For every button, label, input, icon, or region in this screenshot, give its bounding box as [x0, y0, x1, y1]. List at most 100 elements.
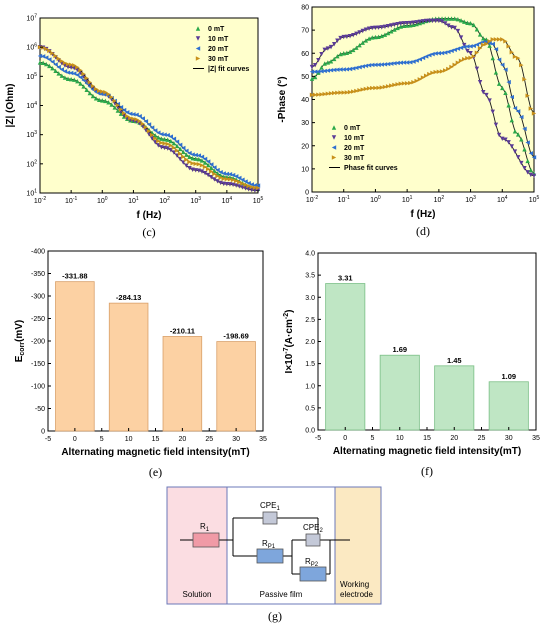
data-point-30mt: [227, 177, 233, 182]
data-point-30mt: [137, 118, 142, 124]
r1-resistor: [192, 532, 220, 548]
data-point-20mt: [202, 156, 208, 162]
bar-0mt: [55, 281, 95, 432]
data-point-30mt: [106, 91, 111, 97]
data-point-0mt: [401, 23, 407, 28]
data-point-20mt: [322, 68, 327, 74]
data-point-0mt: [351, 47, 356, 53]
y-tick-label: 0: [41, 429, 45, 436]
data-point-10mt: [354, 31, 359, 37]
data-point-0mt: [56, 71, 61, 76]
data-point-20mt: [199, 154, 205, 160]
data-point-20mt: [193, 152, 198, 158]
data-point-20mt: [59, 67, 64, 72]
x-tick-label: 100: [370, 195, 381, 204]
y-tick-label: 3.0: [305, 295, 315, 302]
data-point-10mt: [187, 165, 192, 171]
data-point-30mt: [146, 128, 152, 134]
y-axis-title-d: -Phase (°): [277, 76, 288, 122]
data-point-10mt: [190, 167, 195, 172]
data-point-10mt: [455, 28, 461, 34]
data-point-10mt: [443, 21, 448, 26]
data-point-20mt: [515, 109, 521, 114]
data-point-30mt: [379, 85, 384, 90]
data-point-10mt: [423, 18, 429, 24]
data-point-20mt: [430, 51, 435, 57]
data-point-30mt: [354, 88, 359, 94]
data-point-30mt: [401, 81, 407, 86]
data-point-30mt: [165, 141, 170, 147]
data-point-20mt: [433, 51, 438, 56]
data-point-30mt: [455, 60, 461, 65]
data-point-0mt: [452, 16, 457, 21]
cpe1-element: [262, 511, 278, 525]
bar-value-label: -284.13: [116, 293, 141, 302]
data-point-30mt: [436, 69, 442, 74]
data-point-10mt: [401, 21, 407, 26]
data-point-10mt: [325, 46, 331, 51]
data-point-0mt: [78, 81, 83, 86]
data-point-30mt: [528, 106, 534, 111]
data-point-20mt: [316, 69, 321, 74]
data-point-10mt: [408, 20, 413, 26]
data-point-30mt: [335, 90, 340, 95]
data-point-30mt: [446, 66, 451, 72]
data-point-10mt: [484, 92, 489, 98]
y-tick-label: 80: [301, 5, 309, 12]
data-point-20mt: [509, 94, 514, 100]
panel-label-e: (e): [149, 465, 162, 479]
data-point-10mt: [531, 173, 537, 179]
data-point-20mt: [417, 57, 423, 62]
data-point-20mt: [357, 64, 362, 70]
data-point-20mt: [506, 79, 511, 85]
x-tick-label: 105: [529, 195, 540, 204]
data-point-30mt: [56, 56, 61, 61]
x-tick-label: 15: [423, 435, 431, 442]
legend-marker: [195, 36, 201, 41]
data-point-0mt: [332, 56, 337, 62]
data-point-20mt: [237, 175, 242, 181]
data-point-0mt: [212, 168, 217, 173]
data-point-20mt: [414, 58, 419, 63]
data-point-0mt: [72, 77, 77, 82]
data-point-20mt: [411, 59, 416, 64]
y-tick-label: -50: [35, 406, 45, 413]
legend-marker: [195, 56, 201, 61]
data-point-0mt: [187, 154, 192, 160]
data-point-30mt: [309, 92, 315, 98]
data-point-30mt: [140, 121, 145, 127]
data-point-20mt: [392, 61, 397, 66]
data-point-20mt: [53, 62, 58, 67]
data-point-10mt: [184, 163, 189, 168]
data-point-30mt: [209, 169, 214, 174]
data-point-0mt: [503, 90, 508, 95]
data-point-0mt: [392, 27, 397, 32]
data-point-30mt: [430, 70, 435, 76]
data-point-30mt: [193, 161, 198, 167]
data-point-30mt: [515, 55, 521, 61]
data-point-30mt: [112, 98, 117, 104]
data-point-0mt: [205, 162, 211, 168]
data-point-30mt: [449, 64, 454, 70]
data-point-30mt: [452, 62, 457, 68]
data-point-30mt: [171, 145, 177, 150]
data-point-30mt: [246, 183, 251, 189]
data-point-30mt: [417, 77, 423, 82]
data-point-30mt: [96, 88, 102, 94]
data-point-0mt: [474, 27, 480, 32]
data-point-0mt: [40, 60, 46, 66]
legend-label: 0 mT: [344, 125, 361, 132]
data-point-0mt: [354, 45, 359, 50]
data-point-20mt: [446, 49, 451, 55]
x-tick-label: 103: [190, 196, 201, 205]
data-point-0mt: [455, 16, 461, 22]
cpe1-label: CPE1: [260, 501, 280, 512]
data-point-0mt: [181, 149, 186, 155]
working-electrode-region: [334, 486, 382, 605]
data-point-10mt: [509, 144, 514, 149]
data-point-30mt: [465, 56, 470, 61]
data-point-10mt: [462, 42, 467, 48]
data-point-30mt: [118, 107, 124, 112]
panel-g-equivalent-circuit: R1 CPE1 RP1 CPE2 RP2 Solution Passive fi…: [166, 486, 382, 623]
data-point-30mt: [363, 86, 369, 92]
